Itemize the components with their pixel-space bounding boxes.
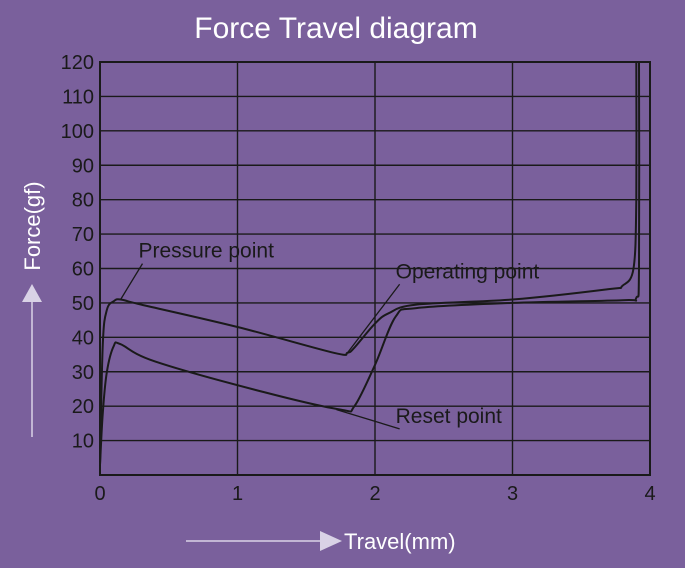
reset-point-label: Reset point	[396, 405, 502, 428]
x-tick-label-0: 0	[94, 483, 105, 505]
y-tick-label-110: 110	[62, 86, 94, 108]
x-tick-label-4: 4	[644, 483, 655, 505]
x-tick-label-3: 3	[507, 483, 518, 505]
y-tick-label-100: 100	[61, 121, 94, 143]
x-axis-title-group: Travel(mm)	[186, 529, 456, 554]
y-tick-label-10: 10	[72, 431, 94, 453]
reset-point-leader-line	[336, 408, 400, 430]
x-axis-title: Travel(mm)	[344, 529, 456, 554]
y-tick-label-120: 120	[61, 52, 94, 74]
operating-point-leader-line	[346, 283, 401, 354]
y-axis-arrow-head	[22, 284, 42, 302]
grid	[99, 61, 651, 475]
y-tick-label-20: 20	[72, 396, 94, 418]
series-line-2	[99, 61, 641, 466]
y-tick-label-80: 80	[72, 190, 94, 212]
x-tick-label-2: 2	[369, 483, 380, 505]
y-axis-title: Force(gf)	[20, 181, 45, 270]
pressure-point-leader-line	[120, 263, 144, 300]
annotations: Pressure point Operating point Reset point	[120, 240, 540, 430]
y-tick-label-50: 50	[72, 293, 94, 315]
y-tick-label-30: 30	[72, 362, 94, 384]
chart-title: Force Travel diagram	[194, 12, 477, 45]
y-tick-label-40: 40	[72, 327, 94, 349]
series-lines	[99, 61, 641, 466]
pressure-point-label: Pressure point	[139, 240, 275, 263]
plot-border	[99, 61, 651, 476]
y-tick-label-60: 60	[72, 259, 94, 281]
y-axis-title-group: Force(gf)	[20, 181, 45, 437]
x-axis-arrow-head	[320, 531, 342, 551]
tick-labels: 10 20 30 40 50 60 70 80 90 100 110 120 0 1 2 3 4	[61, 52, 656, 505]
y-tick-label-70: 70	[72, 224, 94, 246]
operating-point-label: Operating point	[396, 260, 540, 283]
y-tick-label-90: 90	[72, 155, 94, 177]
x-tick-label-1: 1	[232, 483, 243, 505]
series-line-1	[99, 61, 638, 466]
plot-frame	[99, 61, 651, 476]
